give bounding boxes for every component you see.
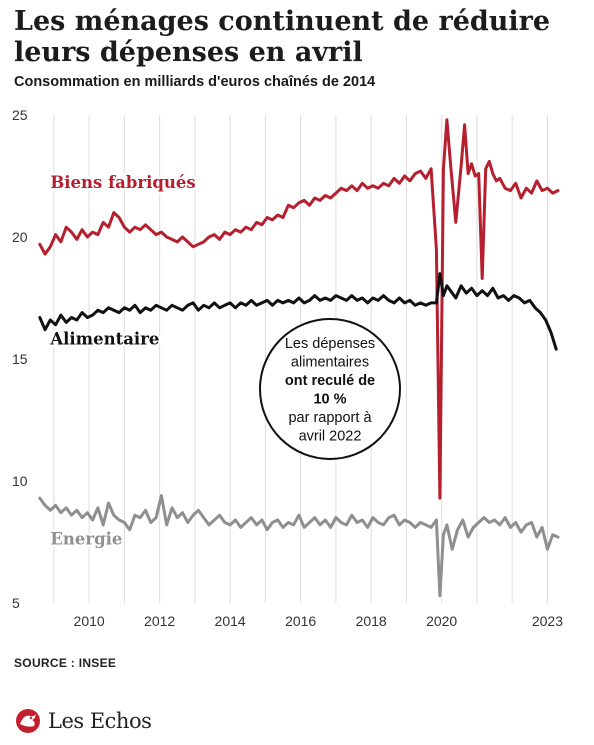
x-tick-2018: 2018 bbox=[356, 613, 387, 629]
series-lines bbox=[38, 118, 560, 598]
series-line-energie bbox=[38, 494, 560, 598]
y-tick-5: 5 bbox=[12, 595, 20, 611]
x-tick-2012: 2012 bbox=[144, 613, 175, 629]
callout-line-3: ont reculé de bbox=[285, 373, 375, 389]
series-labels: Biens fabriqués Alimentaire Energie bbox=[47, 171, 198, 551]
series-line-biens-fabriques bbox=[38, 118, 560, 500]
x-tick-2016: 2016 bbox=[285, 613, 316, 629]
chart-subtitle: Consommation en milliards d'euros chaîné… bbox=[14, 74, 376, 90]
x-axis: 2010 2012 2014 2016 2018 2020 2023 bbox=[74, 613, 564, 629]
series-label-biens-fabriques: Biens fabriqués bbox=[50, 173, 195, 192]
rooster-icon bbox=[16, 709, 40, 733]
callout-line-4: 10 % bbox=[313, 391, 346, 407]
source-note: SOURCE : INSEE bbox=[14, 656, 117, 670]
x-tick-2010: 2010 bbox=[74, 613, 105, 629]
series-label-alimentaire: Alimentaire bbox=[49, 329, 159, 348]
x-tick-2023: 2023 bbox=[532, 613, 563, 629]
y-tick-25: 25 bbox=[12, 107, 28, 123]
callout-line-1: Les dépenses bbox=[285, 336, 375, 352]
x-tick-2014: 2014 bbox=[215, 613, 246, 629]
callout-line-6: avril 2022 bbox=[299, 428, 362, 444]
series-label-energie: Energie bbox=[50, 529, 122, 548]
chart-title: Les ménages continuent de réduire leurs … bbox=[14, 6, 551, 68]
callout-line-5: par rapport à bbox=[288, 410, 372, 426]
les-echos-logo: Les Echos bbox=[14, 704, 152, 738]
y-axis: 25 20 15 10 5 bbox=[12, 107, 28, 611]
callout-circle bbox=[259, 318, 401, 460]
y-tick-15: 15 bbox=[12, 351, 28, 367]
line-chart: 25 20 15 10 5 2010 2012 2014 2016 2018 2020 2023 B… bbox=[12, 107, 564, 629]
y-tick-10: 10 bbox=[12, 473, 28, 489]
y-tick-20: 20 bbox=[12, 229, 28, 245]
x-tick-2020: 2020 bbox=[426, 613, 457, 629]
callout-line-2: alimentaires bbox=[291, 354, 369, 370]
logo-text: Les Echos bbox=[48, 709, 152, 733]
callout-bubble: Les dépenses alimentaires ont reculé de 10 … bbox=[259, 318, 401, 460]
series-line-alimentaire bbox=[38, 272, 558, 351]
